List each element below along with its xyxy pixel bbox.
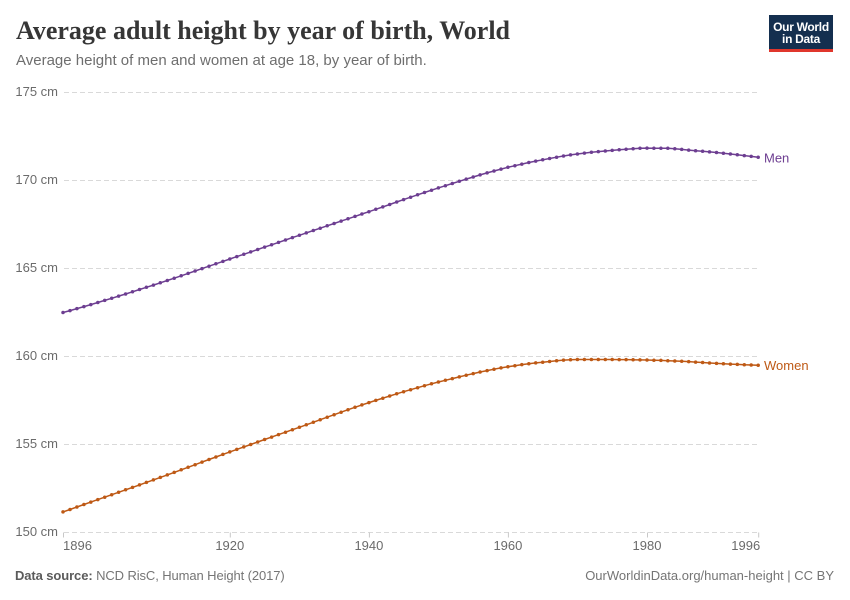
svg-text:1940: 1940 [354, 538, 383, 553]
svg-text:155 cm: 155 cm [15, 436, 58, 451]
svg-text:175 cm: 175 cm [15, 84, 58, 99]
svg-text:1896: 1896 [63, 538, 92, 553]
svg-text:Men: Men [764, 151, 789, 166]
svg-text:170 cm: 170 cm [15, 172, 58, 187]
svg-text:1996: 1996 [731, 538, 760, 553]
svg-text:160 cm: 160 cm [15, 348, 58, 363]
svg-text:1960: 1960 [493, 538, 522, 553]
svg-text:1980: 1980 [633, 538, 662, 553]
svg-text:165 cm: 165 cm [15, 260, 58, 275]
svg-text:1920: 1920 [215, 538, 244, 553]
svg-text:150 cm: 150 cm [15, 524, 58, 539]
svg-text:Women: Women [764, 358, 809, 373]
